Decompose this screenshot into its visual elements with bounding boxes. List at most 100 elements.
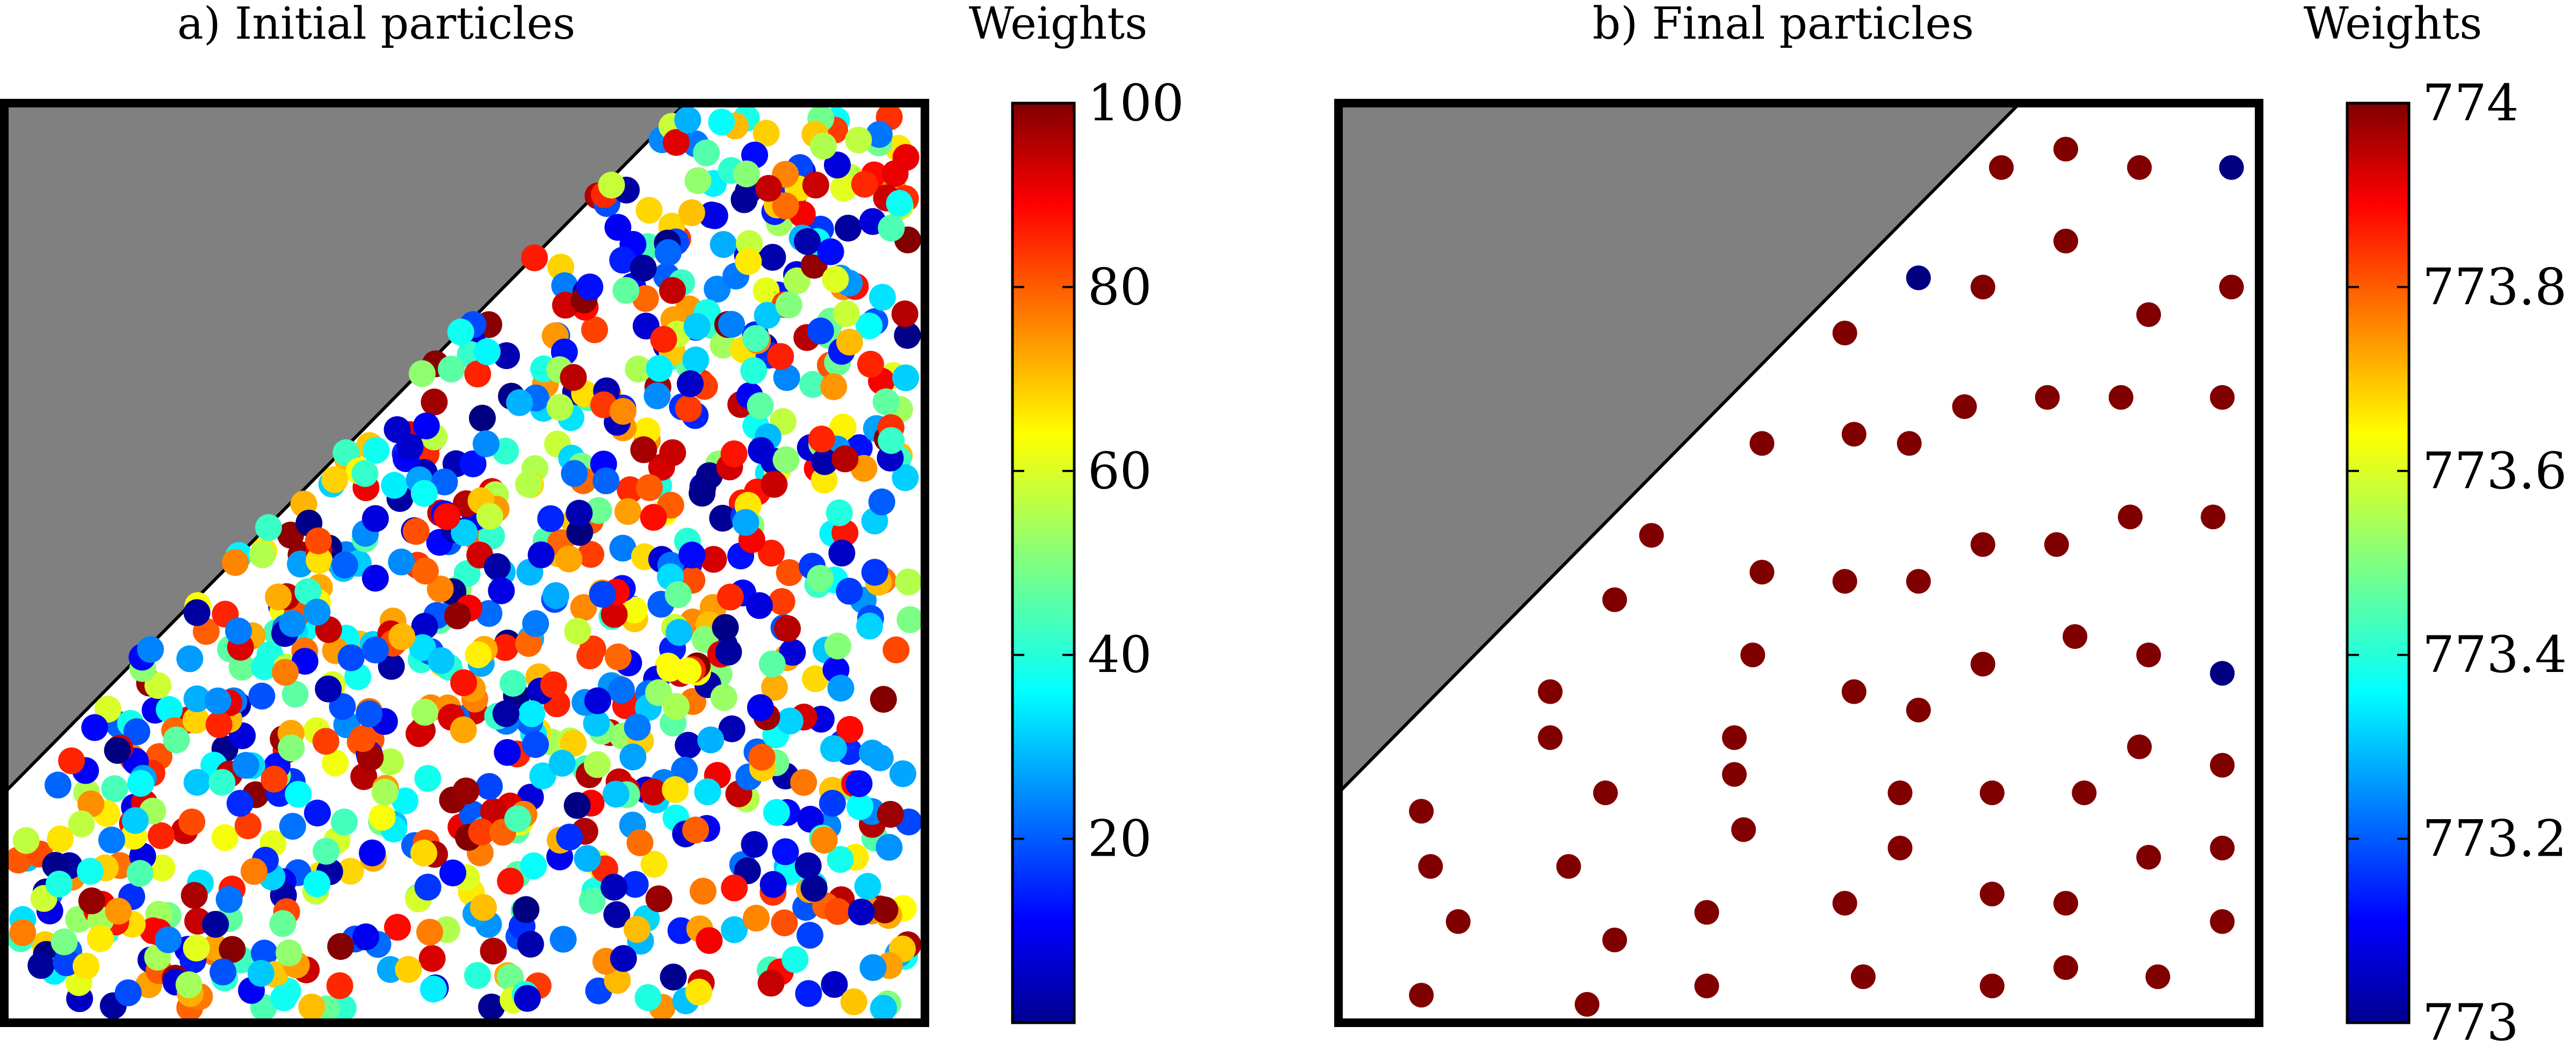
particle-point bbox=[431, 468, 458, 496]
particle-point bbox=[827, 846, 854, 873]
particle-point bbox=[861, 559, 888, 586]
particle-point bbox=[740, 357, 768, 384]
particle-point bbox=[732, 509, 759, 536]
particle-point bbox=[513, 985, 541, 1012]
particle-point bbox=[759, 871, 787, 898]
particle-point bbox=[451, 519, 478, 546]
particle-point bbox=[1979, 780, 2005, 805]
particle-point bbox=[624, 916, 651, 943]
particle-point bbox=[381, 472, 408, 499]
particle-point bbox=[2210, 385, 2235, 410]
particle-point bbox=[817, 238, 844, 265]
particle-point bbox=[646, 355, 673, 382]
particle-point bbox=[2053, 955, 2079, 980]
particle-point bbox=[2035, 385, 2060, 410]
particle-point bbox=[392, 787, 419, 814]
particle-point bbox=[98, 826, 126, 854]
particle-point bbox=[710, 331, 737, 359]
particle-point bbox=[2044, 532, 2069, 557]
particle-point bbox=[694, 778, 721, 806]
particle-point bbox=[1694, 900, 1719, 925]
particle-point bbox=[470, 894, 497, 921]
particle-point bbox=[464, 962, 491, 989]
particle-point bbox=[331, 551, 358, 579]
particle-point bbox=[180, 881, 208, 909]
particle-point bbox=[625, 356, 652, 383]
particle-point bbox=[527, 541, 555, 569]
particle-point bbox=[377, 748, 404, 776]
particle-point bbox=[665, 619, 693, 646]
particle-point bbox=[634, 984, 662, 1011]
particle-point bbox=[1970, 652, 1995, 677]
particle-point bbox=[1841, 679, 1866, 704]
particle-point bbox=[700, 546, 727, 573]
particle-point bbox=[285, 780, 312, 808]
particle-point bbox=[251, 939, 278, 967]
particle-point bbox=[202, 910, 229, 938]
particle-point bbox=[662, 129, 690, 156]
particle-point bbox=[678, 541, 706, 569]
particle-point bbox=[1740, 642, 1765, 668]
particle-point bbox=[866, 744, 894, 771]
particle-point bbox=[748, 437, 775, 464]
particle-point bbox=[845, 770, 873, 797]
particle-point bbox=[47, 825, 74, 852]
particle-point bbox=[2053, 136, 2079, 162]
particle-point bbox=[712, 614, 739, 641]
particle-point bbox=[261, 765, 288, 793]
particle-point bbox=[802, 171, 829, 199]
particle-point bbox=[664, 581, 692, 609]
particle-point bbox=[811, 448, 838, 475]
particle-point bbox=[808, 425, 835, 453]
particle-point bbox=[856, 612, 884, 640]
particle-point bbox=[53, 949, 80, 977]
particle-point bbox=[226, 790, 254, 817]
particle-point bbox=[831, 519, 859, 547]
particle-point bbox=[1989, 155, 2014, 180]
particle-point bbox=[2145, 964, 2170, 989]
particle-point bbox=[1970, 274, 1995, 300]
particle-point bbox=[704, 276, 731, 303]
particle-point bbox=[659, 277, 686, 304]
particle-point bbox=[561, 460, 588, 487]
particle-point bbox=[183, 599, 211, 626]
particle-point bbox=[411, 699, 439, 726]
particle-point bbox=[488, 577, 515, 604]
particle-point bbox=[709, 504, 736, 532]
particle-point bbox=[480, 798, 507, 826]
particle-point bbox=[1593, 780, 1618, 805]
particle-point bbox=[1445, 909, 1471, 934]
particle-point bbox=[2219, 155, 2244, 180]
particle-point bbox=[50, 928, 78, 956]
particle-point bbox=[859, 954, 887, 981]
particle-point bbox=[1722, 762, 1747, 787]
particle-point bbox=[176, 645, 204, 673]
particle-point bbox=[208, 769, 236, 796]
particle-point bbox=[823, 151, 851, 179]
particle-point bbox=[757, 970, 785, 997]
particle-point bbox=[518, 700, 546, 727]
particle-point bbox=[363, 437, 390, 464]
particle-point bbox=[428, 647, 455, 674]
particle-point bbox=[123, 718, 150, 746]
plot-frame bbox=[0, 99, 929, 1027]
particle-point bbox=[2210, 909, 2235, 934]
particle-point bbox=[662, 776, 689, 804]
particle-point bbox=[450, 669, 477, 697]
particle-point bbox=[1538, 725, 1563, 750]
particle-point bbox=[1409, 982, 1434, 1008]
particle-point bbox=[846, 793, 873, 820]
particle-point bbox=[1722, 725, 1747, 750]
particle-point bbox=[635, 197, 663, 224]
particle-point bbox=[624, 713, 651, 741]
particle-point bbox=[779, 639, 806, 666]
particle-point bbox=[396, 433, 424, 461]
particle-point bbox=[655, 239, 682, 266]
particle-point bbox=[662, 693, 690, 720]
particle-point bbox=[494, 739, 521, 766]
particle-point bbox=[761, 471, 788, 498]
particle-point bbox=[1897, 431, 1922, 456]
particle-point bbox=[715, 638, 742, 666]
